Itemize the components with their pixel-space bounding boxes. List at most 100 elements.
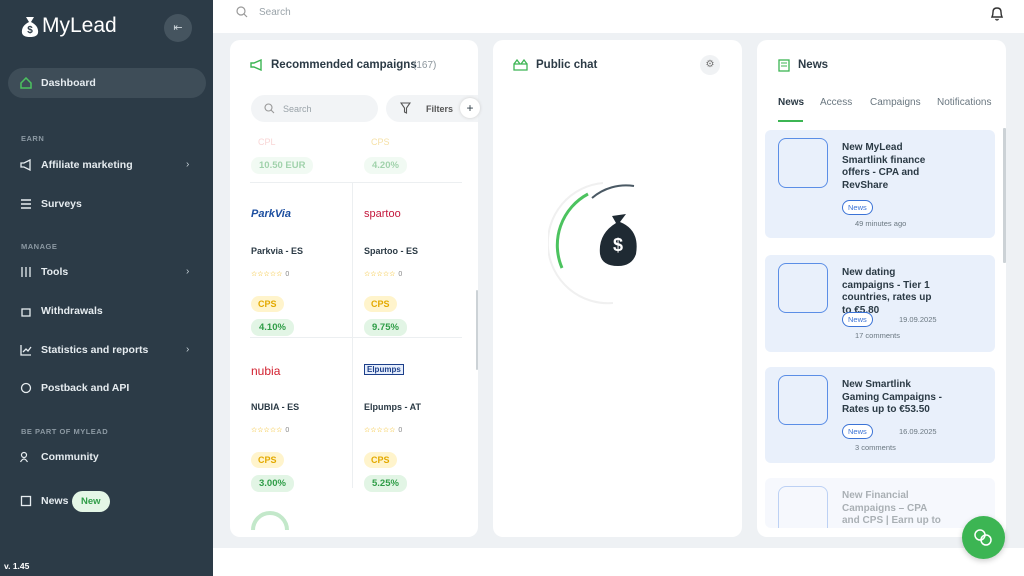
logo-text: MyLead [42,14,117,37]
campaign-search-text: Search [283,104,312,114]
news-item[interactable]: New dating campaigns - Tier 1 countries,… [765,255,995,352]
campaign-type: CPS [364,296,397,312]
megaphone-icon [250,59,262,71]
chevron: › [186,344,190,355]
scrollbar [1003,128,1006,263]
add-button[interactable]: + [460,98,480,118]
rating: ☆☆☆☆☆ 0 [251,270,290,279]
tab[interactable]: News [778,97,805,108]
scrollbar [476,290,478,370]
settings-button[interactable]: ⚙ [700,55,720,75]
news-date: 16.09.2025 [899,427,937,436]
search-input[interactable]: Search [259,7,291,18]
faded-logo [251,511,289,531]
tab[interactable]: Notifications [937,97,992,108]
collapse-button[interactable]: ⇤ [164,14,192,42]
campaign-payout: 4.10% [251,319,294,336]
active-pill[interactable] [8,68,206,98]
news-time: 49 minutes ago [855,219,907,228]
nav-item[interactable]: Tools [20,266,68,278]
filters-text: Filters [426,104,454,114]
partial-payout: 4.20% [364,157,407,174]
nav-item[interactable]: Affiliate marketing [20,159,133,171]
chevron: › [186,159,190,170]
footer-strip [213,548,1024,576]
rating: ☆☆☆☆☆ 0 [364,426,403,435]
campaign-type: CPS [251,452,284,468]
campaign-logo: ParkVia [251,208,291,220]
search-icon [236,6,248,18]
card-title: Public chat [536,59,598,71]
campaign-cell[interactable]: nubia NUBIA - ES ☆☆☆☆☆ 0 CPS 3.00% [251,346,353,496]
loading-spinner: $ [548,182,637,305]
campaign-cell[interactable]: spartoo Spartoo - ES ☆☆☆☆☆ 0 CPS 9.75% [364,190,466,340]
tab[interactable]: Campaigns [870,97,921,108]
topbar [213,0,1024,33]
partial-type: CPL [258,137,276,147]
news-date: 19.09.2025 [899,315,937,324]
partial-payout: 10.50 EUR [251,157,314,174]
news-item-icon [778,486,828,528]
tab-underline [778,120,803,122]
section-heading: BE PART OF MYLEAD [21,427,109,436]
partial-type: CPS [371,137,390,147]
campaign-payout: 3.00% [251,475,294,492]
news-comments: 3 comments [855,443,896,452]
divider [250,182,462,183]
nav-item[interactable]: News [20,495,68,507]
chat-icon [513,59,528,71]
campaign-payout: 9.75% [364,319,407,336]
logo-icon: $ [21,17,39,37]
campaign-cell[interactable]: Elpumps Elpumps - AT ☆☆☆☆☆ 0 CPS 5.25% [364,346,466,496]
campaign-name: Parkvia - ES [251,246,304,256]
campaign-payout: 5.25% [364,475,407,492]
sidebar: $ MyLead ⇤ Dashboard EARN Affiliate mark… [0,0,213,576]
news-item[interactable]: New MyLead Smartlink finance offers - CP… [765,130,995,238]
nav-item[interactable]: Statistics and reports [20,344,148,356]
nav-dashboard[interactable]: Dashboard [20,77,96,89]
news-item[interactable]: New Financial Campaigns – CPA and CPS | … [765,478,995,528]
section-heading: MANAGE [21,242,58,251]
campaign-logo: Elpumps [364,364,404,375]
svg-text:$: $ [613,235,623,255]
campaign-logo: nubia [251,364,281,378]
news-item-title: New Financial Campaigns – CPA and CPS | … [842,490,941,526]
campaign-logo: spartoo [364,208,401,220]
bell-icon[interactable] [990,6,1004,22]
divider [352,183,353,488]
card-title: Recommended campaigns [271,59,417,71]
news-item-title: New dating campaigns - Tier 1 countries,… [842,267,932,316]
tab[interactable]: Access [820,97,853,108]
chevron: › [186,266,190,277]
news-icon [778,59,790,72]
campaign-name: NUBIA - ES [251,402,300,412]
nav-item[interactable]: Postback and API [20,382,129,394]
news-item-title: New Smartlink Gaming Campaigns - Rates u… [842,379,943,415]
news-item-icon [778,138,828,188]
nav-item[interactable]: Surveys [20,198,82,210]
news-item-title: New MyLead Smartlink finance offers - CP… [842,142,926,191]
chat-card [493,40,742,537]
card-title: News [798,59,829,71]
news-item-icon [778,263,828,313]
nav-item[interactable]: Withdrawals [20,305,103,317]
campaign-name: Elpumps - AT [364,402,421,412]
campaign-type: CPS [251,296,284,312]
filter-icon [400,102,411,114]
campaign-count: (167) [413,60,437,71]
rating: ☆☆☆☆☆ 0 [364,270,403,279]
version: v. 1.45 [4,561,30,571]
chat-fab[interactable] [962,516,1005,559]
campaign-cell[interactable]: ParkVia Parkvia - ES ☆☆☆☆☆ 0 CPS 4.10% [251,190,353,340]
campaign-name: Spartoo - ES [364,246,419,256]
section-heading: EARN [21,134,45,143]
news-comments: 17 comments [855,331,901,340]
rating: ☆☆☆☆☆ 0 [251,426,290,435]
svg-text:$: $ [27,25,33,36]
nav-item[interactable]: Community [20,451,99,463]
news-item[interactable]: New Smartlink Gaming Campaigns - Rates u… [765,367,995,463]
news-tag: News [842,424,873,439]
campaign-type: CPS [364,452,397,468]
news-item-icon [778,375,828,425]
